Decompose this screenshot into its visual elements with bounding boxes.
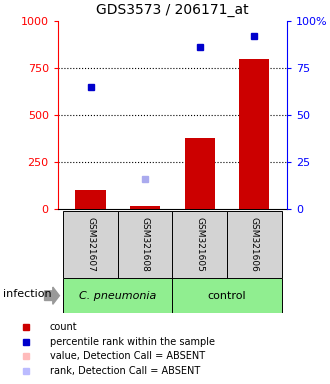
- Bar: [185, 138, 215, 209]
- Bar: [63, 211, 118, 278]
- Text: C. pneumonia: C. pneumonia: [79, 291, 156, 301]
- Text: GSM321607: GSM321607: [86, 217, 95, 272]
- Text: count: count: [50, 322, 77, 332]
- Text: control: control: [208, 291, 246, 301]
- Bar: [118, 211, 172, 278]
- Text: infection: infection: [3, 289, 52, 299]
- Bar: [130, 205, 160, 209]
- Bar: [63, 278, 172, 313]
- Bar: [239, 59, 269, 209]
- Bar: [172, 278, 281, 313]
- Text: value, Detection Call = ABSENT: value, Detection Call = ABSENT: [50, 351, 205, 361]
- Bar: [172, 211, 227, 278]
- Text: percentile rank within the sample: percentile rank within the sample: [50, 337, 214, 347]
- Text: GSM321608: GSM321608: [141, 217, 149, 272]
- Bar: [76, 190, 106, 209]
- Text: GSM321605: GSM321605: [195, 217, 204, 272]
- Text: rank, Detection Call = ABSENT: rank, Detection Call = ABSENT: [50, 366, 200, 376]
- Text: GSM321606: GSM321606: [250, 217, 259, 272]
- Bar: [227, 211, 281, 278]
- Title: GDS3573 / 206171_at: GDS3573 / 206171_at: [96, 3, 249, 17]
